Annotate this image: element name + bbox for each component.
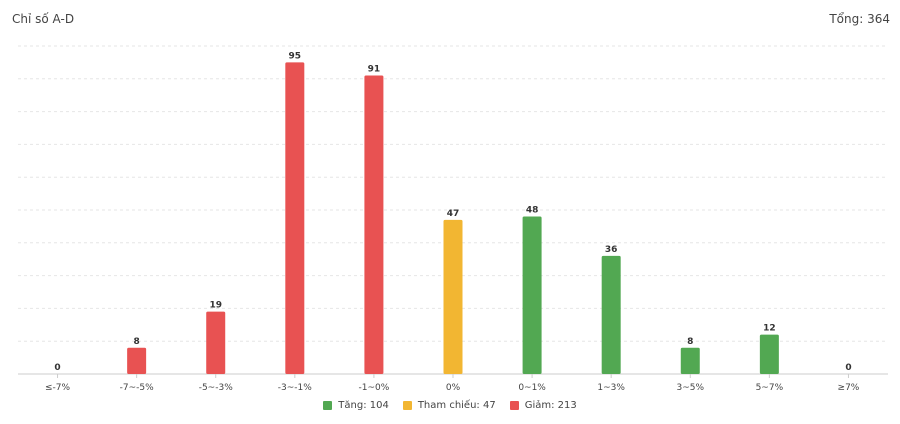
legend-swatch-up — [323, 401, 333, 410]
x-tick-label: 0~1% — [518, 383, 546, 393]
legend-label-reference: Tham chiếu: 47 — [417, 400, 496, 411]
bar-5~7%[interactable] — [759, 334, 779, 374]
bar-3~5%[interactable] — [680, 347, 700, 374]
data-label: 8 — [687, 337, 693, 347]
legend-label-up: Tăng: 104 — [338, 400, 389, 411]
legend-item-up[interactable]: Tăng: 104 — [323, 400, 389, 411]
data-label: 48 — [526, 206, 539, 216]
legend-swatch-down — [509, 401, 519, 410]
data-label: 91 — [368, 65, 381, 75]
data-label: 19 — [209, 301, 222, 311]
x-tick-label: -3~-1% — [278, 383, 312, 393]
data-label: 12 — [763, 324, 776, 334]
total-count: Tổng: 364 — [829, 12, 890, 26]
legend-label-down: Giảm: 213 — [524, 400, 577, 411]
bar-0~1%[interactable] — [522, 216, 542, 374]
data-label: 8 — [134, 337, 140, 347]
chart-legend: Tăng: 104 Tham chiếu: 47 Giảm: 213 — [0, 400, 900, 411]
bar--1~0%[interactable] — [364, 75, 384, 375]
chart-title: Chỉ số A-D — [12, 12, 75, 26]
bar--3~-1%[interactable] — [285, 62, 305, 375]
x-tick-label: ≤-7% — [45, 383, 71, 393]
legend-item-down[interactable]: Giảm: 213 — [509, 400, 577, 411]
x-tick-label: -5~-3% — [199, 383, 233, 393]
data-label: 36 — [605, 245, 618, 255]
data-label: 0 — [845, 363, 851, 373]
legend-swatch-reference — [402, 401, 412, 410]
bar--5~-3%[interactable] — [206, 311, 226, 374]
data-label: 95 — [289, 51, 302, 61]
data-label: 0 — [54, 363, 60, 373]
x-tick-label: 5~7% — [756, 383, 784, 393]
bar-0%[interactable] — [443, 219, 463, 374]
bar--7~-5%[interactable] — [127, 347, 147, 374]
x-tick-label: 3~5% — [676, 383, 704, 393]
x-tick-label: -1~0% — [359, 383, 390, 393]
legend-item-reference[interactable]: Tham chiếu: 47 — [402, 400, 496, 411]
bar-1~3%[interactable] — [601, 255, 621, 374]
x-tick-label: -7~-5% — [120, 383, 154, 393]
x-tick-label: 1~3% — [597, 383, 625, 393]
x-tick-label: ≥7% — [838, 383, 860, 393]
bar-chart: 0 ≤-7% 8 -7~-5% 19 -5~-3% 95 -3~-1% 91 -1~0% 47 0% 4… — [18, 45, 888, 393]
data-label: 47 — [447, 209, 460, 219]
x-tick-label: 0% — [446, 383, 461, 393]
